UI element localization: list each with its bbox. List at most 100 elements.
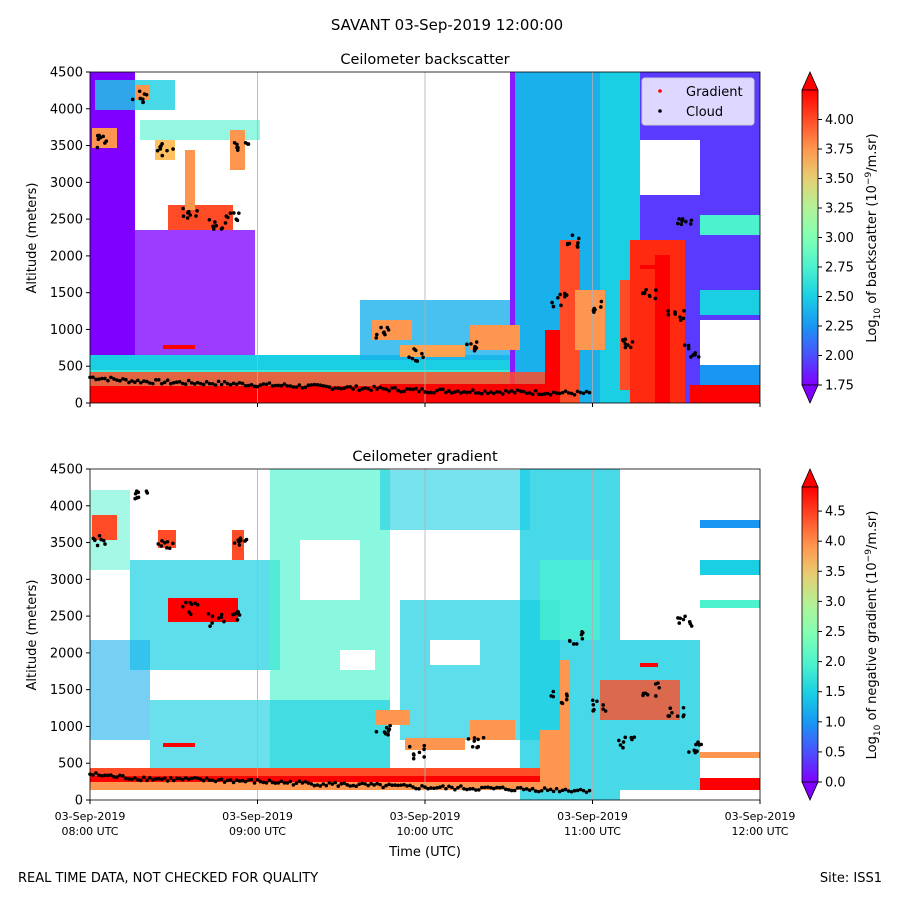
- cloud-point: [559, 303, 563, 308]
- cloud-point: [481, 735, 486, 740]
- cloud-point: [680, 219, 684, 223]
- cloud-point: [491, 786, 496, 791]
- x-tick-time: 09:00 UTC: [229, 825, 286, 838]
- cloud-point: [524, 787, 529, 791]
- cloud-point: [429, 390, 433, 395]
- cloud-point: [468, 390, 472, 394]
- cloud-point: [693, 750, 698, 755]
- cloud-point: [232, 211, 236, 215]
- cloud-point: [578, 787, 583, 792]
- cloud-point: [469, 342, 473, 346]
- cloud-point: [279, 779, 284, 784]
- gradient-colorbar-label: Log10 of negative gradient (10−9/m.sr): [864, 511, 883, 760]
- cloud-point: [599, 299, 604, 304]
- cloud-point: [432, 786, 436, 791]
- cloud-point: [336, 386, 341, 390]
- cloud-point: [238, 536, 243, 540]
- cloud-point: [587, 390, 592, 395]
- cloud-point: [587, 788, 592, 793]
- cloud-point: [219, 777, 224, 782]
- cloud-point: [246, 142, 251, 146]
- cloud-point: [98, 135, 103, 140]
- cloud-point: [192, 776, 197, 780]
- cloud-point: [570, 233, 575, 238]
- backscatter-y-label: Altitude (meters): [25, 183, 40, 294]
- cloud-point: [183, 776, 188, 780]
- cloud-point: [144, 93, 149, 97]
- x-tick-date: 03-Sep-2019: [222, 810, 293, 823]
- cloud-point: [569, 391, 574, 396]
- cloud-point: [558, 292, 562, 297]
- cloud-point: [677, 621, 682, 625]
- cloud-point: [249, 382, 254, 387]
- cloud-point: [255, 384, 260, 389]
- cloud-point: [518, 389, 523, 394]
- cloud-point: [432, 390, 436, 395]
- cloud-point: [579, 632, 584, 637]
- cloud-point: [363, 386, 367, 390]
- cloud-point: [677, 217, 681, 221]
- cloud-point: [165, 148, 169, 153]
- cloud-point: [390, 783, 394, 788]
- cloud-point: [97, 377, 101, 381]
- colorbar-tick-label: 3.75: [825, 143, 854, 158]
- cloud-point: [384, 725, 389, 730]
- cloud-point: [384, 783, 388, 788]
- cloud-point: [297, 779, 302, 784]
- cloud-point: [675, 221, 680, 226]
- cloud-point: [554, 391, 559, 395]
- cloud-point: [411, 756, 416, 761]
- cloud-point: [408, 783, 412, 788]
- cloud-point: [95, 145, 100, 150]
- y-tick-label: 1500: [50, 286, 83, 301]
- cloud-point: [300, 781, 305, 785]
- cloud-point: [653, 296, 658, 301]
- cloud-point: [477, 788, 481, 792]
- cloud-point: [386, 733, 390, 737]
- cloud-point: [388, 723, 392, 728]
- y-tick-label: 3000: [50, 176, 83, 191]
- cloud-point: [366, 783, 370, 788]
- cloud-point: [411, 785, 415, 789]
- cloud-point: [198, 777, 203, 781]
- cloud-point: [219, 382, 224, 387]
- cloud-point: [472, 739, 477, 743]
- cloud-point: [562, 291, 567, 296]
- cloud-point: [103, 542, 107, 546]
- cloud-point: [641, 691, 646, 696]
- cloud-point: [243, 141, 248, 145]
- cloud-point: [462, 390, 466, 394]
- cloud-point: [164, 545, 169, 550]
- cloud-point: [378, 385, 382, 390]
- cloud-point: [306, 383, 311, 388]
- cloud-point: [556, 295, 560, 300]
- cloud-point: [155, 148, 160, 153]
- gradient-x-label: Time (UTC): [388, 845, 461, 860]
- cloud-point: [189, 381, 194, 385]
- cloud-point: [527, 391, 532, 395]
- cloud-point: [345, 385, 350, 389]
- cloud-point: [194, 214, 198, 218]
- cloud-point: [100, 376, 104, 381]
- cloud-point: [139, 380, 143, 385]
- cloud-point: [127, 777, 131, 781]
- cloud-point: [348, 385, 353, 389]
- x-tick-time: 10:00 UTC: [396, 825, 453, 838]
- cloud-point: [568, 639, 572, 644]
- cloud-point: [474, 391, 478, 395]
- cloud-point: [563, 294, 567, 299]
- cloud-point: [601, 707, 605, 711]
- cloud-point: [564, 692, 569, 696]
- cloud-point: [681, 714, 686, 719]
- cloud-point: [372, 783, 376, 787]
- cloud-point: [261, 382, 266, 386]
- cloud-point: [640, 291, 645, 296]
- cloud-point: [623, 345, 628, 350]
- cloud-point: [536, 789, 541, 794]
- y-tick-label: 3500: [50, 139, 83, 154]
- cloud-point: [207, 778, 212, 783]
- cloud-point: [222, 780, 227, 784]
- cloud-point: [697, 743, 702, 747]
- backscatter-cloud-points: [88, 89, 701, 397]
- cloud-point: [184, 600, 188, 605]
